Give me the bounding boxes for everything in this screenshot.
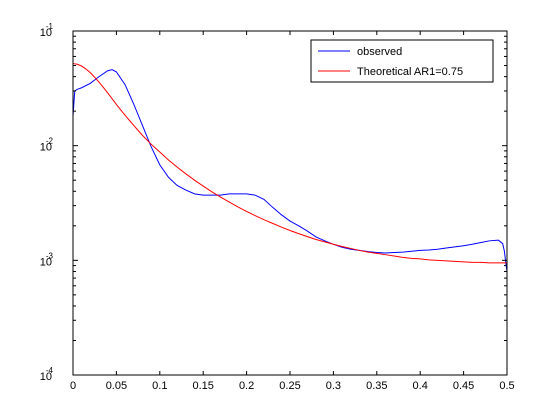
series-line-theoretical xyxy=(72,63,507,264)
x-tick-label: 0 xyxy=(70,380,76,392)
y-tick-label: 10-1 xyxy=(40,22,54,39)
x-tick-label: 0.45 xyxy=(453,380,474,392)
series-layer xyxy=(72,63,508,272)
y-tick-label: 10-3 xyxy=(40,251,54,268)
y-tick-label: 10-4 xyxy=(40,366,54,383)
legend: observed Theoretical AR1=0.75 xyxy=(310,39,494,83)
y-tick-label: 10-2 xyxy=(40,137,54,154)
tick-layer: 0 0.05 0.1 0.15 0.2 0.25 0.3 0.35 0.4 0.45 0.5 10-1… xyxy=(40,22,515,392)
legend-label-theoretical: Theoretical AR1=0.75 xyxy=(357,66,463,78)
plot-frame xyxy=(72,30,508,376)
x-tick-label: 0.15 xyxy=(192,380,213,392)
x-tick-label: 0.1 xyxy=(152,380,167,392)
legend-box xyxy=(310,39,494,83)
x-tick-label: 0.35 xyxy=(366,380,387,392)
x-tick-label: 0.05 xyxy=(106,380,127,392)
x-tick-label: 0.3 xyxy=(326,380,341,392)
plot-area xyxy=(73,31,507,375)
x-tick-label: 0.5 xyxy=(499,380,514,392)
x-tick-label: 0.2 xyxy=(239,380,254,392)
x-tick-label: 0.4 xyxy=(413,380,428,392)
series-line-observed xyxy=(72,69,508,272)
x-tick-label: 0.25 xyxy=(279,380,300,392)
legend-label-observed: observed xyxy=(357,46,402,58)
